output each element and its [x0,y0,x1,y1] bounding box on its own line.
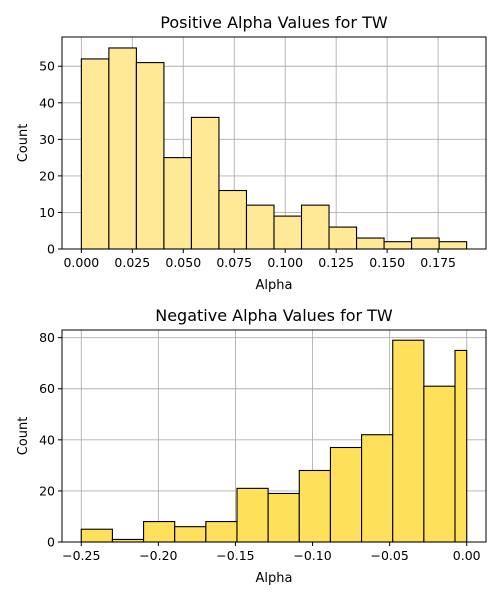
histogram-bar [267,492,300,543]
histogram-bar [383,241,413,250]
axis-ticks: −0.25 −0.20 −0.15 −0.10 −0.05 0.00 0 20 40 60 80 [39,330,481,563]
histogram-bar [108,47,137,250]
histogram-bar [174,526,207,543]
y-axis-label: Count [16,124,31,163]
y-tick-label: 50 [39,59,55,74]
histogram-bar [356,237,385,250]
y-tick-label: 0 [47,535,55,550]
x-tick-label: 0.025 [114,255,150,270]
x-tick-label: 0.125 [318,255,354,270]
histogram-bar [163,157,192,250]
negative-alpha-histogram: −0.25 −0.20 −0.15 −0.10 −0.05 0.00 0 20 40 60 80 N… [16,306,487,586]
x-tick-label: −0.25 [62,548,100,563]
histogram-bar [328,226,358,250]
y-tick-label: 40 [39,432,55,447]
x-tick-label: −0.20 [139,548,177,563]
histogram-bar [218,189,248,250]
histogram-bar [143,521,176,543]
x-tick-label: −0.05 [370,548,408,563]
chart-title: Negative Alpha Values for TW [155,306,393,325]
x-tick-label: 0.175 [420,255,456,270]
axis-ticks: 0.000 0.025 0.050 0.075 0.100 0.125 0.150 0.175… [39,59,456,270]
histogram-bar [80,528,113,543]
y-tick-label: 40 [39,95,55,110]
histogram-bar [135,62,165,250]
histogram-bar [273,215,303,250]
histogram-bar [205,521,238,543]
histogram-bar [329,446,363,543]
histogram-bar [411,237,440,250]
histogram-bars [80,339,468,543]
x-tick-label: 0.000 [63,255,99,270]
x-axis-label: Alpha [256,278,293,293]
chart-title: Positive Alpha Values for TW [160,13,388,32]
histogram-bar [236,487,269,543]
histogram-bar [300,204,330,250]
y-tick-label: 0 [47,242,55,257]
y-tick-label: 80 [39,330,55,345]
histogram-bar [80,58,110,250]
histogram-bars [80,47,468,250]
y-tick-label: 10 [39,205,55,220]
histogram-bar [454,349,468,543]
histogram-bar [361,434,394,543]
x-tick-label: 0.050 [165,255,201,270]
x-axis-label: Alpha [256,571,293,586]
positive-alpha-histogram: 0.000 0.025 0.050 0.075 0.100 0.125 0.150 0.175… [16,13,487,293]
histogram-bar [392,339,425,543]
histogram-bar [245,204,275,250]
plot-frame [61,36,487,250]
x-tick-label: 0.075 [216,255,252,270]
plot-frame [61,329,487,543]
y-tick-label: 20 [39,168,55,183]
histogram-bar [298,469,331,543]
histogram-bar [423,385,456,543]
y-axis-label: Count [16,417,31,456]
x-tick-label: 0.00 [453,548,481,563]
histogram-bar [190,116,220,250]
x-tick-label: 0.150 [369,255,405,270]
histogram-bar [438,241,468,250]
y-tick-label: 20 [39,483,55,498]
x-tick-label: −0.10 [293,548,331,563]
x-tick-label: 0.100 [267,255,303,270]
x-tick-label: −0.15 [216,548,254,563]
y-tick-label: 60 [39,381,55,396]
y-tick-label: 30 [39,132,55,147]
